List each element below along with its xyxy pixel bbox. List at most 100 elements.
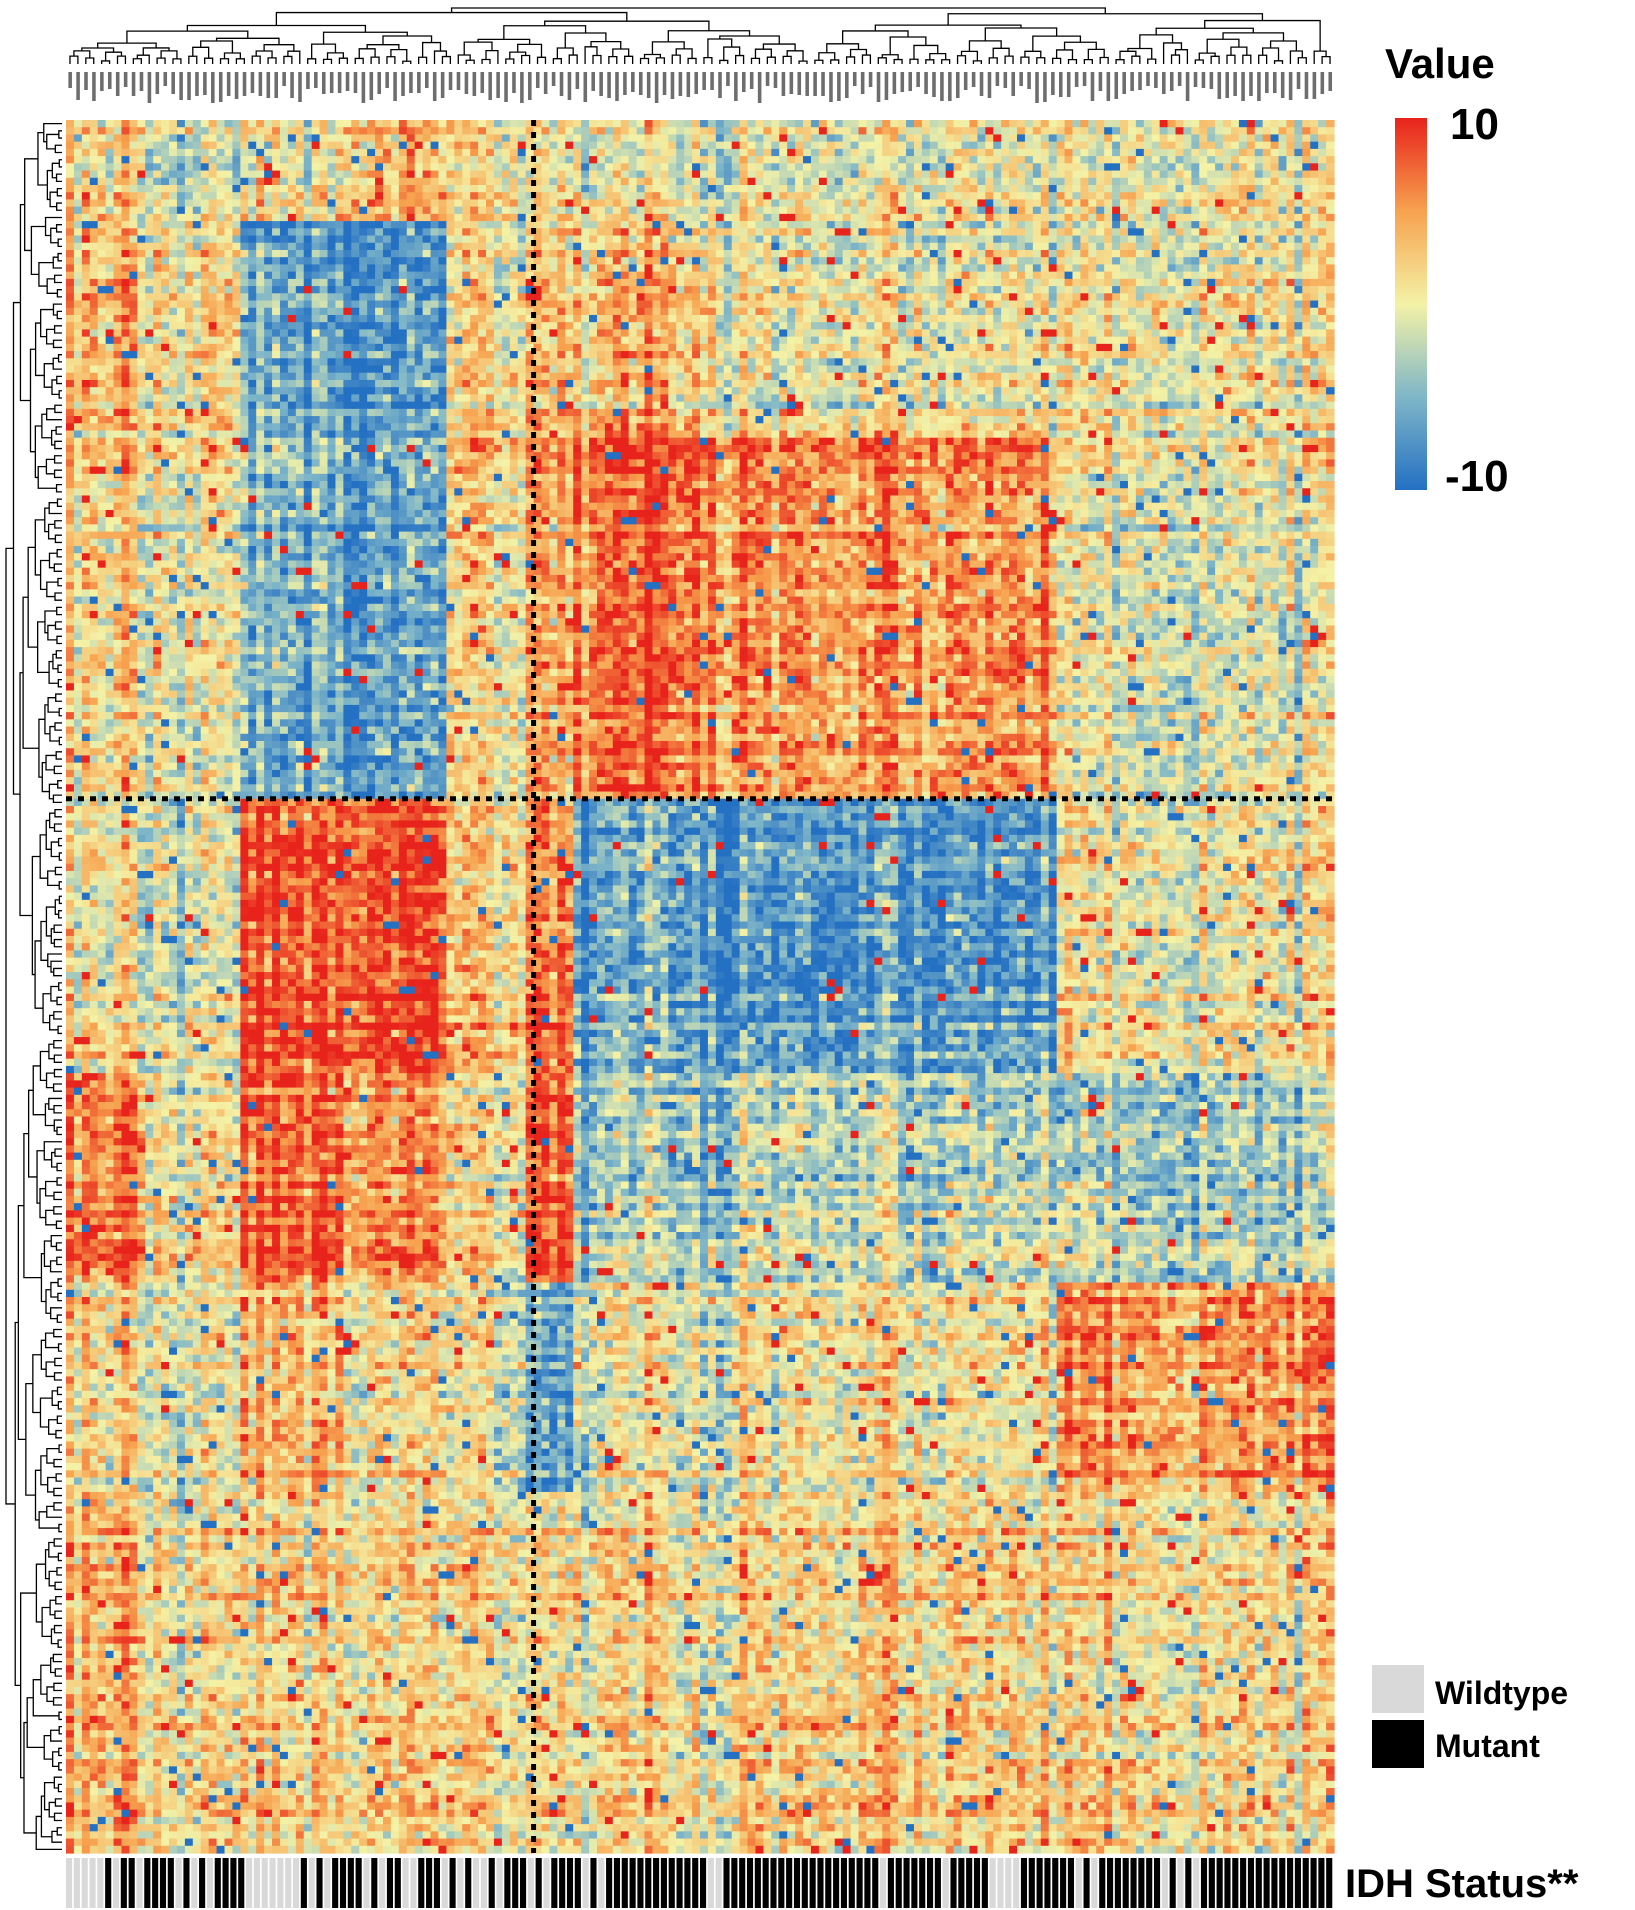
heatmap-cell <box>1215 185 1224 193</box>
column-label <box>536 72 540 88</box>
heatmap-cell <box>1191 192 1200 200</box>
dendrogram-branch <box>652 42 684 55</box>
heatmap-cell <box>835 156 844 164</box>
heatmap-cell <box>304 221 313 229</box>
heatmap-cell <box>121 127 130 135</box>
heatmap-cell <box>320 214 329 222</box>
heatmap-cell <box>320 142 329 150</box>
heatmap-cell <box>827 250 836 258</box>
heatmap-cell <box>914 207 923 215</box>
heatmap-cell <box>296 250 305 258</box>
heatmap-cell <box>256 228 265 236</box>
heatmap-cell <box>708 214 717 222</box>
heatmap-cell <box>597 127 606 135</box>
heatmap-cell <box>684 149 693 157</box>
heatmap-cell <box>399 228 408 236</box>
heatmap-cell <box>851 221 860 229</box>
heatmap-cell <box>217 243 226 251</box>
heatmap-cell <box>201 178 210 186</box>
heatmap-cell <box>177 243 186 251</box>
heatmap-cell <box>98 156 107 164</box>
heatmap-cell <box>1080 250 1089 258</box>
heatmap-cell <box>1279 199 1288 207</box>
heatmap-cell <box>454 207 463 215</box>
heatmap-cell <box>637 264 646 272</box>
heatmap-cell <box>613 236 622 244</box>
dendrogram-branch <box>54 766 62 773</box>
heatmap-cell <box>240 243 249 251</box>
heatmap-cell <box>264 257 273 265</box>
heatmap-cell <box>470 142 479 150</box>
heatmap-cell <box>1088 207 1097 215</box>
heatmap-cell <box>597 156 606 164</box>
heatmap-cell <box>748 228 757 236</box>
heatmap-cell <box>1271 142 1280 150</box>
dendrogram-branch <box>55 1669 62 1676</box>
column-label <box>726 72 730 86</box>
heatmap-cell <box>835 257 844 265</box>
heatmap-cell <box>977 257 986 265</box>
heatmap-cell <box>502 171 511 179</box>
heatmap-cell <box>391 228 400 236</box>
heatmap-cell <box>272 214 281 222</box>
heatmap-cell <box>1255 127 1264 135</box>
heatmap-cell <box>914 228 923 236</box>
heatmap-cell <box>573 236 582 244</box>
heatmap-cell <box>1152 257 1161 265</box>
heatmap-cell <box>803 171 812 179</box>
heatmap-cell <box>549 250 558 258</box>
heatmap-cell <box>1041 178 1050 186</box>
heatmap-cell <box>502 192 511 200</box>
heatmap-cell <box>415 221 424 229</box>
heatmap-cell <box>1271 171 1280 179</box>
heatmap-cell <box>684 185 693 193</box>
heatmap-cell <box>1231 207 1240 215</box>
heatmap-cell <box>906 214 915 222</box>
heatmap-cell <box>335 156 344 164</box>
heatmap-cell <box>225 120 234 128</box>
heatmap-cell <box>851 156 860 164</box>
heatmap-cell <box>708 264 717 272</box>
heatmap-cell <box>1065 214 1074 222</box>
heatmap-cell <box>264 250 273 258</box>
heatmap-cell <box>1033 236 1042 244</box>
heatmap-cell <box>114 192 123 200</box>
heatmap-cell <box>660 127 669 135</box>
column-label <box>433 72 437 101</box>
heatmap-cell <box>660 163 669 171</box>
heatmap-cell <box>399 185 408 193</box>
heatmap-cell <box>803 192 812 200</box>
heatmap-cell <box>557 257 566 265</box>
heatmap-cell <box>882 221 891 229</box>
heatmap-cell <box>898 163 907 171</box>
heatmap-cell <box>597 178 606 186</box>
heatmap-cell <box>1207 178 1216 186</box>
heatmap-cell <box>1286 127 1295 135</box>
dendrogram-branch <box>49 662 58 684</box>
heatmap-cell <box>787 156 796 164</box>
column-label <box>1035 72 1039 103</box>
heatmap-cell <box>1191 257 1200 265</box>
heatmap-cell <box>320 207 329 215</box>
column-label <box>544 72 548 94</box>
heatmap-cell <box>438 207 447 215</box>
heatmap-cell <box>510 243 519 251</box>
heatmap-cell <box>399 156 408 164</box>
heatmap-cell <box>708 199 717 207</box>
heatmap-cell <box>375 221 384 229</box>
heatmap-cell <box>1080 257 1089 265</box>
dendrogram-branch <box>41 1665 51 1694</box>
heatmap-cell <box>1057 199 1066 207</box>
heatmap-cell <box>740 207 749 215</box>
heatmap-cell <box>1183 214 1192 222</box>
dendrogram-branch <box>252 56 260 64</box>
heatmap-cell <box>240 178 249 186</box>
heatmap-cell <box>795 142 804 150</box>
heatmap-cell <box>866 199 875 207</box>
heatmap-cell <box>716 250 725 258</box>
heatmap-cell <box>518 221 527 229</box>
heatmap-cell <box>1057 149 1066 157</box>
heatmap-cell <box>660 134 669 142</box>
column-label <box>972 72 976 87</box>
heatmap-cell <box>153 207 162 215</box>
